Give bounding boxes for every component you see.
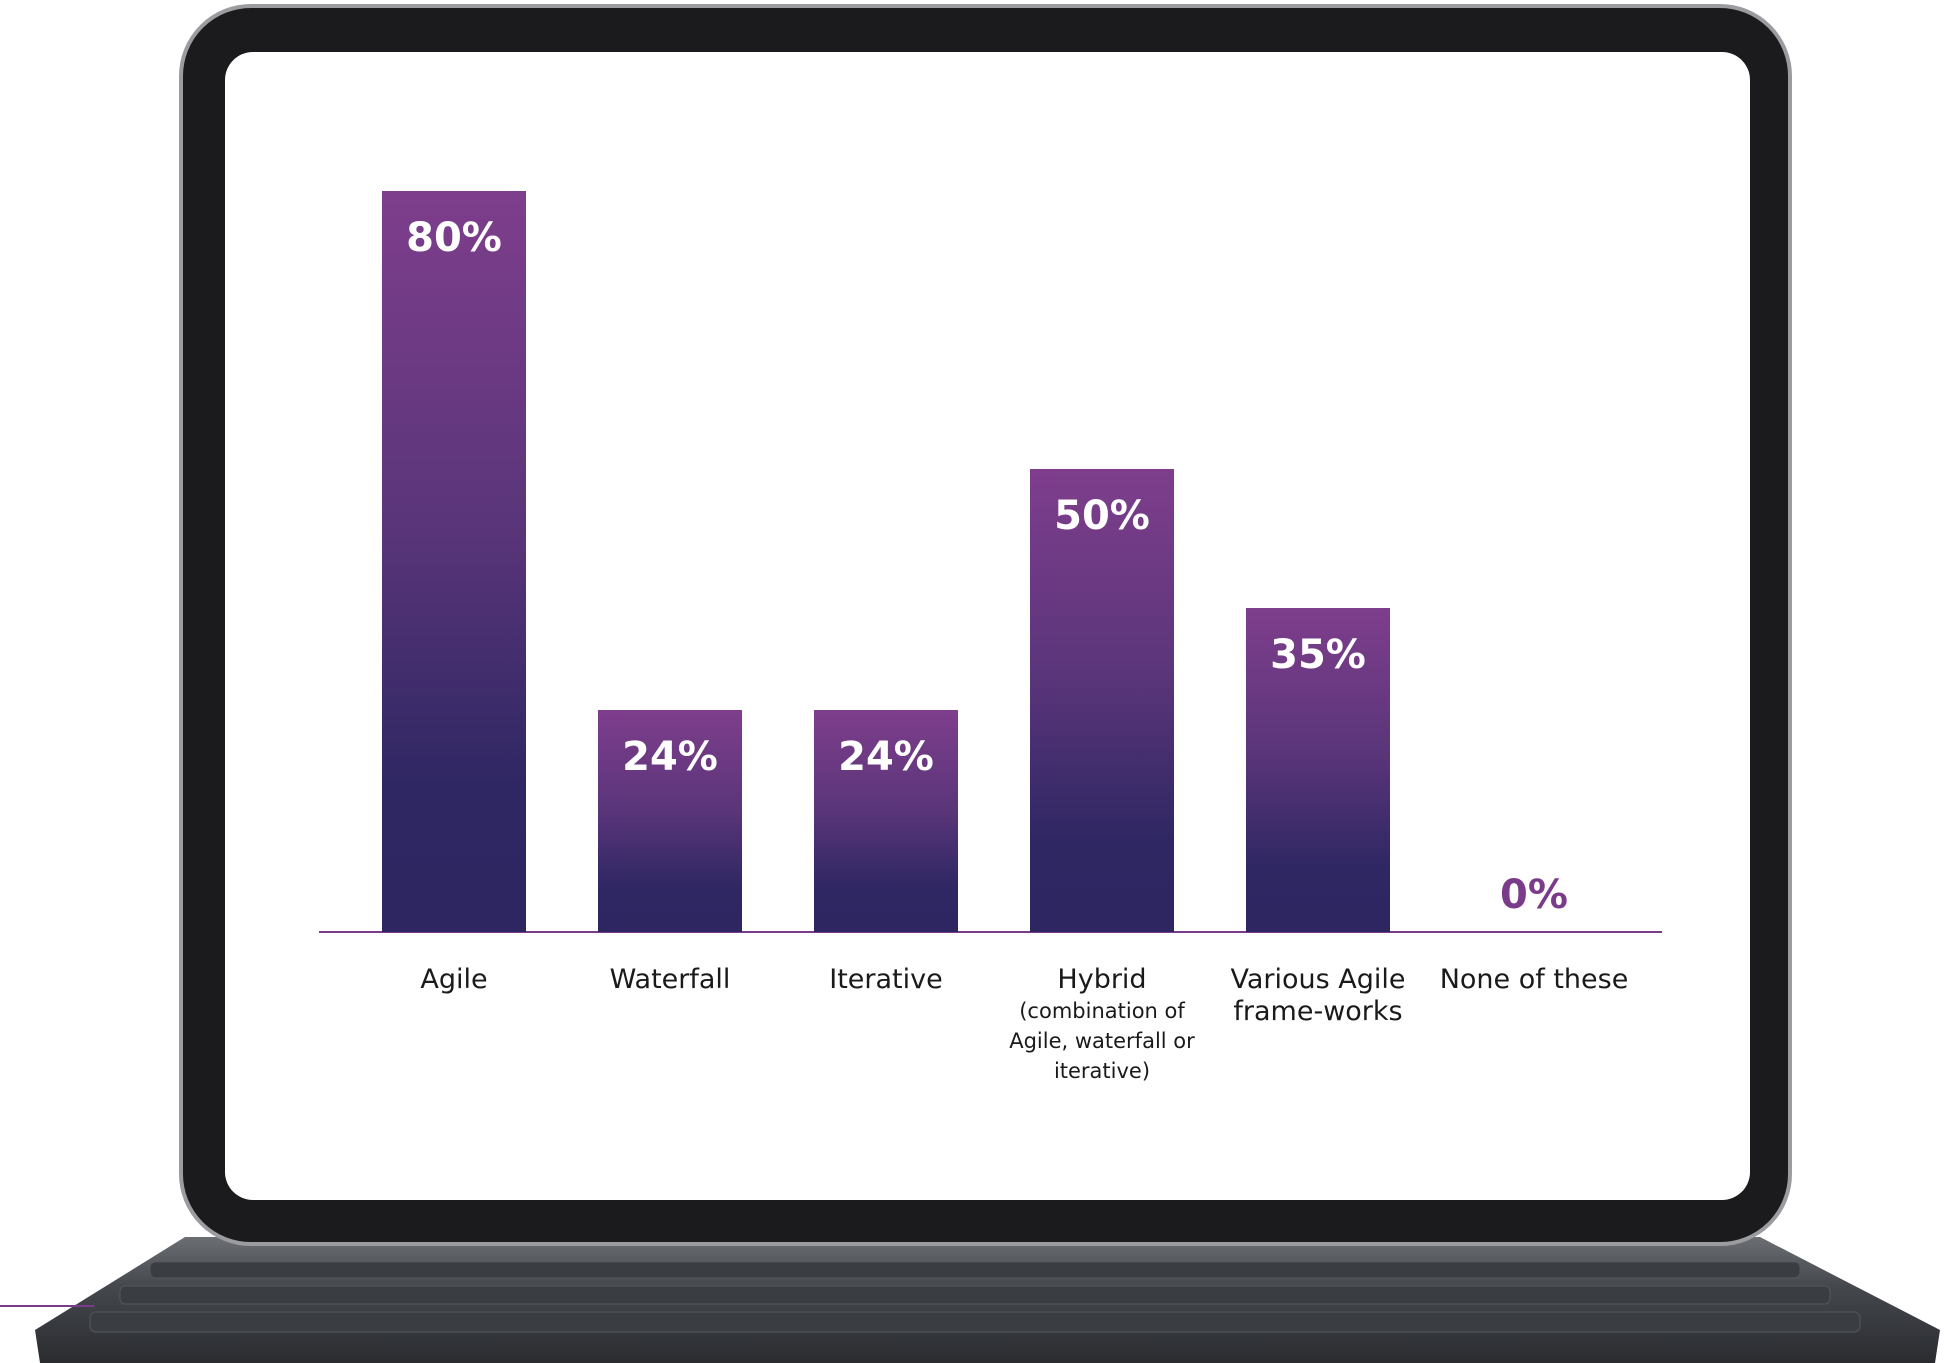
x-tick-label: None of these — [1434, 964, 1634, 996]
value-label: 0% — [1500, 872, 1568, 918]
x-axis — [319, 931, 1662, 933]
category-name: Agile — [420, 964, 488, 995]
bar — [598, 709, 742, 932]
bar — [382, 191, 526, 932]
x-tick-label: Hybrid (combination of Agile, waterfall o… — [1002, 964, 1202, 1086]
category-name: Various Agile frame-works — [1230, 964, 1406, 1027]
key-row — [89, 1311, 1861, 1333]
value-label: 24% — [838, 733, 934, 780]
bar — [814, 709, 958, 932]
value-label: 50% — [1054, 492, 1150, 539]
bar — [1246, 607, 1390, 932]
category-name: Hybrid — [1057, 964, 1147, 995]
x-tick-label: Various Agile frame-works — [1218, 964, 1418, 1028]
category-detail: (combination of Agile, waterfall or iter… — [1009, 999, 1195, 1083]
x-tick-label: Agile — [354, 964, 554, 996]
key-row — [119, 1285, 1831, 1305]
category-name: Iterative — [829, 964, 943, 995]
value-label: 80% — [406, 215, 502, 261]
value-label: 35% — [1270, 631, 1366, 678]
x-tick-label: Iterative — [786, 964, 986, 996]
category-name: Waterfall — [609, 964, 731, 995]
value-label: 24% — [622, 733, 718, 780]
bar — [1030, 468, 1174, 932]
x-tick-label: Waterfall — [570, 964, 770, 996]
category-name: None of these — [1439, 964, 1629, 995]
key-row — [149, 1261, 1801, 1279]
